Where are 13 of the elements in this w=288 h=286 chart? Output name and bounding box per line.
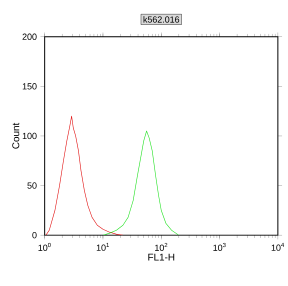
x-tick-label: 10$^{0}$	[38, 242, 51, 252]
x-axis-title: FL1-H	[148, 254, 174, 261]
y-tick-label: 50	[27, 182, 37, 189]
x-tick-label: 10$^{4}$	[272, 242, 284, 251]
x-tick-label: 10$^{2}$	[155, 242, 168, 252]
y-axis-title: Count	[12, 122, 20, 149]
y-tick-label: 200	[22, 34, 37, 40]
y-tick-label: 0	[32, 232, 37, 238]
y-tick-label: 100	[22, 132, 37, 140]
chart-title: k562.016	[144, 16, 180, 23]
x-tick-label: 10$^{3}$	[213, 242, 226, 252]
x-tick-label: 10$^{1}$	[96, 242, 110, 251]
y-tick-label: 150	[22, 83, 37, 90]
